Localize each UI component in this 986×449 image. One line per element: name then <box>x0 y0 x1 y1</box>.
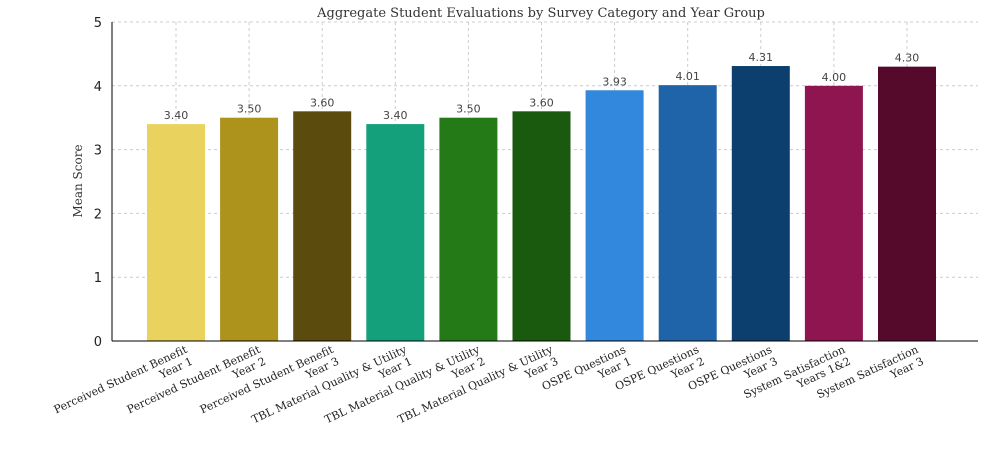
bar <box>220 117 279 341</box>
bar <box>731 66 790 341</box>
bar-value-label: 3.50 <box>237 103 262 116</box>
bar <box>512 111 571 341</box>
x-tick-labels: Perceived Student BenefitYear 1Perceived… <box>52 343 926 427</box>
chart-title: Aggregate Student Evaluations by Survey … <box>316 6 765 21</box>
bar <box>658 85 717 341</box>
x-tick-label-line: Perceived Student Benefit <box>125 343 263 417</box>
bar <box>878 66 936 341</box>
bar-value-label: 3.60 <box>310 96 335 109</box>
bar-value-label: 3.40 <box>164 109 189 122</box>
bar-value-label: 4.31 <box>749 51 774 64</box>
x-tick-label: OSPE QuestionsYear 1 <box>540 343 634 405</box>
bar-value-label: 4.01 <box>675 70 700 83</box>
bar <box>585 90 644 342</box>
bars <box>147 66 936 342</box>
bar-value-label: 3.60 <box>529 96 554 109</box>
bar <box>439 117 498 341</box>
x-tick-label-line: Perceived Student Benefit <box>52 343 190 417</box>
bar-value-label: 3.40 <box>383 109 408 122</box>
value-labels: 3.40 3.50 3.60 3.40 3.50 3.60 3.93 4.01 4.31 4.00… <box>164 51 920 122</box>
y-tick-labels: 0 1 2 3 4 5 <box>94 16 102 350</box>
bar-value-label: 3.50 <box>456 103 481 116</box>
y-tick-label: 2 <box>94 207 102 222</box>
y-axis-label: Mean Score <box>71 144 85 217</box>
y-tick-label: 3 <box>94 144 102 159</box>
bar-value-label: 4.00 <box>822 71 847 84</box>
axes <box>111 22 978 342</box>
x-tick-label: OSPE QuestionsYear 3 <box>686 343 780 405</box>
y-tick-label: 5 <box>94 16 102 31</box>
bar <box>804 85 863 341</box>
x-tick-label-line: Perceived Student Benefit <box>198 343 336 417</box>
bar-value-label: 3.93 <box>602 75 627 88</box>
y-tick-label: 4 <box>94 80 102 95</box>
x-tick-label: OSPE QuestionsYear 2 <box>613 343 707 405</box>
bar <box>366 124 425 341</box>
y-tick-label: 0 <box>94 335 102 350</box>
bar <box>293 111 352 341</box>
bar <box>147 124 205 341</box>
y-tick-label: 1 <box>94 271 102 286</box>
bar-value-label: 4.30 <box>895 52 920 65</box>
